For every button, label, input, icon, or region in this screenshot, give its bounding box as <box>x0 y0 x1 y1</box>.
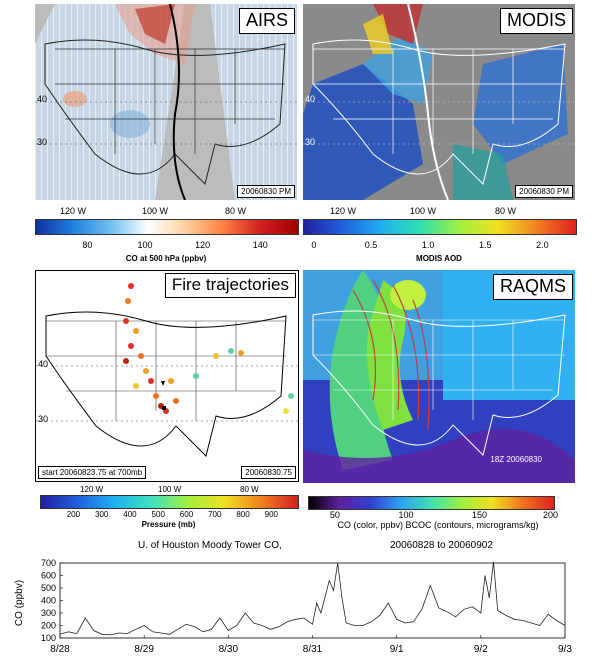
fire-colorbar-ticks: 200 300 400 500 600 700 800 900 <box>40 510 297 522</box>
modis-lon-120: 120 W <box>330 206 357 216</box>
fire-tick: 200 <box>66 510 81 519</box>
chart-title-right: 20060828 to 20060902 <box>390 540 493 551</box>
modis-lon-80: 80 W <box>495 206 517 216</box>
airs-tick: 120 <box>195 240 211 250</box>
fire-colorbar <box>40 495 299 509</box>
airs-tick: 100 <box>137 240 153 250</box>
raqms-tick: 50 <box>329 510 340 520</box>
fire-start-stamp: start 20060823.75 at 700mb <box>38 466 147 479</box>
x-tick-label: 9/1 <box>390 644 404 655</box>
y-tick-label: 300 <box>41 608 56 618</box>
fire-lat-40: 40 <box>38 359 49 369</box>
chart-title-left: U. of Houston Moody Tower CO, <box>138 540 282 551</box>
modis-colorbar-title: MODIS AOD <box>416 254 462 263</box>
airs-label: AIRS <box>238 8 295 34</box>
raqms-date-stamp: 18Z 20060830 <box>490 455 542 464</box>
airs-lon-100: 100 W <box>142 206 169 216</box>
fire-colorbar-title: Pressure (mb) <box>141 520 196 529</box>
modis-colorbar-ticks: 0 0.5 1.0 1.5 2.0 <box>303 240 575 252</box>
airs-map <box>35 4 297 200</box>
fire-tick: 500 <box>151 510 165 519</box>
airs-lon-80: 80 W <box>225 206 247 216</box>
x-tick-label: 8/31 <box>303 644 323 655</box>
airs-tick: 80 <box>82 240 93 250</box>
modis-lat-30: 30 <box>305 137 316 147</box>
fire-tick: 400 <box>123 510 137 519</box>
fire-lon-120: 120 W <box>80 485 104 494</box>
airs-colorbar <box>35 219 299 235</box>
raqms-colorbar-title: CO (color, ppbv) BCOC (contours, microgr… <box>337 520 539 530</box>
fire-tick: 600 <box>179 510 194 519</box>
x-tick-label: 9/3 <box>558 644 572 655</box>
modis-tick: 0 <box>311 240 317 250</box>
chart-ylabel: CO (ppbv) <box>14 580 25 626</box>
fire-end-stamp: 20060830.75 <box>241 466 296 479</box>
x-tick-label: 9/2 <box>474 644 488 655</box>
fire-trajectory-points <box>123 283 294 414</box>
fire-tick: 800 <box>236 510 250 519</box>
fire-panel: Fire trajectories start 20060823.75 at 7… <box>35 270 299 482</box>
raqms-panel: RAQMS 18Z 20060830 <box>303 270 575 483</box>
modis-panel: MODIS 20060830 PM 40 30 <box>303 4 575 200</box>
y-tick-label: 400 <box>41 596 56 606</box>
y-tick-label: 700 <box>41 558 56 568</box>
raqms-tick: 100 <box>398 510 414 520</box>
y-tick-label: 600 <box>41 571 56 581</box>
fire-lat-30: 30 <box>38 414 49 424</box>
chart-frame <box>59 562 566 639</box>
fire-label: Fire trajectories <box>164 273 296 298</box>
modis-tick: 0.5 <box>364 240 378 250</box>
fire-lon-80: 80 W <box>240 485 259 494</box>
x-tick-label: 8/30 <box>219 644 239 655</box>
modis-label: MODIS <box>499 8 573 34</box>
fire-tick: 300 <box>94 510 109 519</box>
modis-tick: 1.5 <box>478 240 492 250</box>
fire-map <box>36 271 298 481</box>
airs-lat-40: 40 <box>37 94 48 104</box>
raqms-map <box>303 270 575 483</box>
fire-tick: 900 <box>264 510 278 519</box>
y-tick-label: 500 <box>41 583 56 593</box>
airs-date-stamp: 20060830 PM <box>237 185 295 198</box>
x-tick-label: 8/28 <box>50 644 70 655</box>
raqms-tick: 150 <box>471 510 488 520</box>
modis-colorbar <box>303 219 577 235</box>
raqms-colorbar <box>308 496 555 510</box>
raqms-label: RAQMS <box>492 274 573 300</box>
co-series-line <box>59 561 566 636</box>
raqms-colorbar-ticks: 50 100 150 200 <box>308 510 558 522</box>
airs-panel: AIRS 20060830 PM 40 30 <box>35 4 297 200</box>
fire-lon-100: 100 W <box>158 485 182 494</box>
airs-lat-30: 30 <box>37 137 48 147</box>
co-time-series-chart: 100 200 300 400 500 600 700 8/28 8/29 8/30 8/31 9/… <box>14 558 572 655</box>
airs-tick: 140 <box>252 240 268 250</box>
modis-map <box>303 4 575 200</box>
raqms-tick: 200 <box>543 510 559 520</box>
fire-tick: 700 <box>208 510 222 519</box>
y-tick-label: 200 <box>41 621 56 631</box>
modis-date-stamp: 20060830 PM <box>515 185 573 198</box>
airs-lon-120: 120 W <box>60 206 87 216</box>
airs-colorbar-title: CO at 500 hPa (ppbv) <box>125 254 207 263</box>
modis-lat-40: 40 <box>305 94 316 104</box>
modis-tick: 2.0 <box>536 240 549 250</box>
airs-colorbar-ticks: 80 100 120 140 <box>35 240 297 252</box>
modis-tick: 1.0 <box>421 240 435 250</box>
y-tick-label: 100 <box>41 633 56 643</box>
x-tick-label: 8/29 <box>134 644 154 655</box>
modis-lon-100: 100 W <box>410 206 437 216</box>
